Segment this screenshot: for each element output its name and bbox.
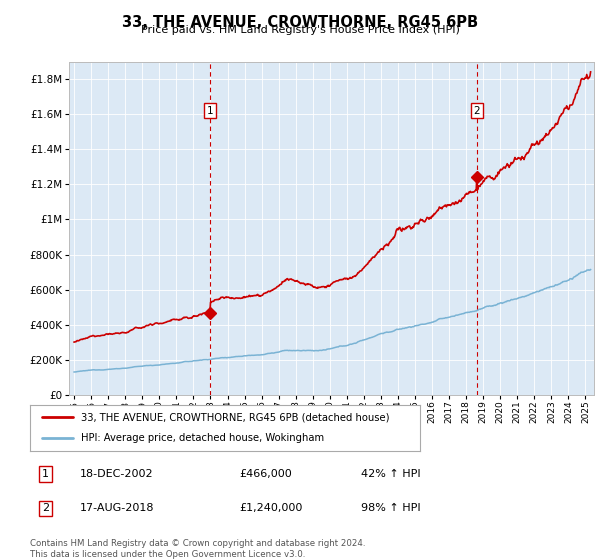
Text: 17-AUG-2018: 17-AUG-2018 [80,503,154,514]
Text: 98% ↑ HPI: 98% ↑ HPI [361,503,421,514]
Text: 33, THE AVENUE, CROWTHORNE, RG45 6PB: 33, THE AVENUE, CROWTHORNE, RG45 6PB [122,15,478,30]
Text: 33, THE AVENUE, CROWTHORNE, RG45 6PB (detached house): 33, THE AVENUE, CROWTHORNE, RG45 6PB (de… [81,412,389,422]
Text: 2: 2 [42,503,49,514]
Text: Price paid vs. HM Land Registry's House Price Index (HPI): Price paid vs. HM Land Registry's House … [140,25,460,35]
Text: 42% ↑ HPI: 42% ↑ HPI [361,469,421,479]
Text: £466,000: £466,000 [240,469,293,479]
Text: Contains HM Land Registry data © Crown copyright and database right 2024.
This d: Contains HM Land Registry data © Crown c… [30,539,365,559]
Text: 18-DEC-2002: 18-DEC-2002 [80,469,154,479]
Text: HPI: Average price, detached house, Wokingham: HPI: Average price, detached house, Woki… [81,433,324,444]
Text: 1: 1 [42,469,49,479]
Text: 1: 1 [206,106,213,116]
Text: £1,240,000: £1,240,000 [240,503,303,514]
Text: 2: 2 [473,106,480,116]
